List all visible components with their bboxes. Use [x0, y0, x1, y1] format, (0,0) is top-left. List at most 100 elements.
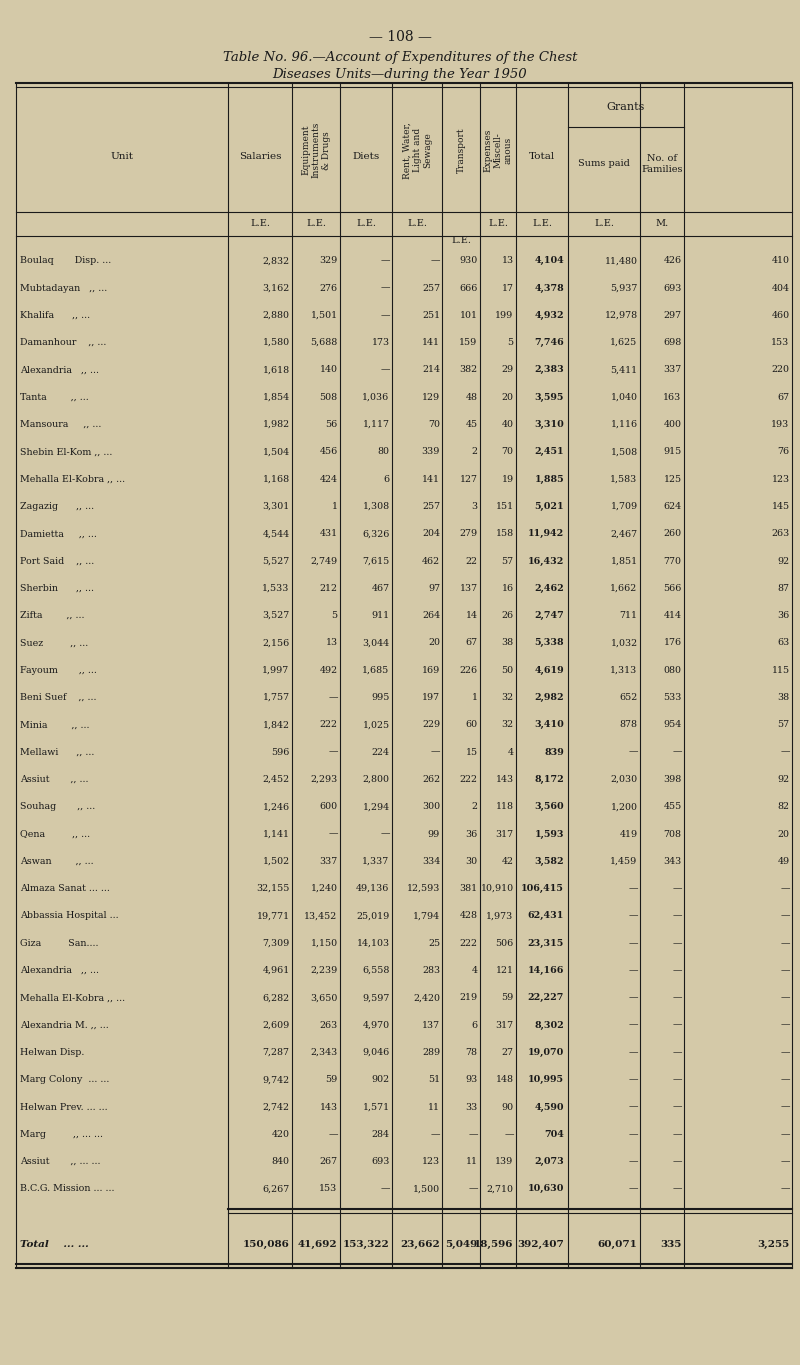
Text: 770: 770	[664, 557, 682, 565]
Text: —: —	[628, 1158, 638, 1166]
Text: 226: 226	[459, 666, 478, 674]
Text: 1,593: 1,593	[534, 830, 564, 838]
Text: 4,970: 4,970	[362, 1021, 390, 1029]
Text: —: —	[672, 994, 682, 1002]
Text: Assiut       ,, ... ...: Assiut ,, ... ...	[20, 1158, 101, 1166]
Text: Alexandria M. ,, ...: Alexandria M. ,, ...	[20, 1021, 109, 1029]
Text: —: —	[672, 885, 682, 893]
Text: 4,961: 4,961	[262, 966, 290, 975]
Text: Giza         San....: Giza San....	[20, 939, 98, 947]
Text: 1,500: 1,500	[413, 1185, 440, 1193]
Text: 40: 40	[502, 420, 514, 429]
Text: 1,662: 1,662	[610, 584, 638, 592]
Text: —: —	[672, 1076, 682, 1084]
Text: 693: 693	[371, 1158, 390, 1166]
Text: 1,240: 1,240	[310, 885, 338, 893]
Text: 2: 2	[472, 803, 478, 811]
Text: 264: 264	[422, 612, 440, 620]
Text: 229: 229	[422, 721, 440, 729]
Text: L.E.: L.E.	[488, 220, 508, 228]
Text: 11: 11	[428, 1103, 440, 1111]
Text: 462: 462	[422, 557, 440, 565]
Text: 2,467: 2,467	[610, 530, 638, 538]
Text: 2,030: 2,030	[610, 775, 638, 784]
Text: Rent, Water,
Light and
Sewage: Rent, Water, Light and Sewage	[402, 121, 432, 179]
Text: —: —	[780, 966, 790, 975]
Text: 398: 398	[663, 775, 682, 784]
Text: 78: 78	[466, 1048, 478, 1057]
Text: 426: 426	[663, 257, 682, 265]
Text: 2,452: 2,452	[262, 775, 290, 784]
Text: 22,227: 22,227	[528, 994, 564, 1002]
Text: 25: 25	[428, 939, 440, 947]
Text: 1,504: 1,504	[262, 448, 290, 456]
Text: 600: 600	[319, 803, 338, 811]
Text: —: —	[380, 284, 390, 292]
Text: 222: 222	[319, 721, 338, 729]
Text: —: —	[628, 1103, 638, 1111]
Text: 1,117: 1,117	[362, 420, 390, 429]
Text: 9,597: 9,597	[362, 994, 390, 1002]
Text: 16: 16	[502, 584, 514, 592]
Text: —: —	[780, 939, 790, 947]
Text: Zifta        ,, ...: Zifta ,, ...	[20, 612, 85, 620]
Text: —: —	[468, 1185, 478, 1193]
Text: —: —	[780, 1076, 790, 1084]
Text: —: —	[628, 1130, 638, 1138]
Text: —: —	[328, 693, 338, 702]
Text: 220: 220	[771, 366, 790, 374]
Text: Mellawi      ,, ...: Mellawi ,, ...	[20, 748, 94, 756]
Text: No. of
Families: No. of Families	[642, 154, 682, 173]
Text: Alexandria   ,, ...: Alexandria ,, ...	[20, 366, 99, 374]
Text: 1,794: 1,794	[413, 912, 440, 920]
Text: Total: Total	[529, 153, 555, 161]
Text: Damanhour    ,, ...: Damanhour ,, ...	[20, 339, 106, 347]
Text: 57: 57	[502, 557, 514, 565]
Text: 139: 139	[495, 1158, 514, 1166]
Text: 392,407: 392,407	[518, 1241, 564, 1249]
Text: 11,942: 11,942	[528, 530, 564, 538]
Text: 29: 29	[502, 366, 514, 374]
Text: 42: 42	[502, 857, 514, 865]
Text: 137: 137	[459, 584, 478, 592]
Text: 467: 467	[371, 584, 390, 592]
Text: Expenses
Miscell-
anous: Expenses Miscell- anous	[483, 128, 513, 172]
Text: —: —	[780, 1103, 790, 1111]
Text: 9,046: 9,046	[362, 1048, 390, 1057]
Text: 337: 337	[319, 857, 338, 865]
Text: 276: 276	[319, 284, 338, 292]
Text: 382: 382	[459, 366, 478, 374]
Text: 1,685: 1,685	[362, 666, 390, 674]
Text: 214: 214	[422, 366, 440, 374]
Text: 2,293: 2,293	[310, 775, 338, 784]
Text: 158: 158	[495, 530, 514, 538]
Text: 698: 698	[663, 339, 682, 347]
Text: 148: 148	[496, 1076, 514, 1084]
Text: 60,071: 60,071	[598, 1241, 638, 1249]
Text: 267: 267	[319, 1158, 338, 1166]
Text: 263: 263	[319, 1021, 338, 1029]
Text: —: —	[672, 1185, 682, 1193]
Text: 125: 125	[663, 475, 682, 483]
Text: 2,462: 2,462	[534, 584, 564, 592]
Text: 2,747: 2,747	[534, 612, 564, 620]
Text: 222: 222	[459, 775, 478, 784]
Text: —: —	[430, 748, 440, 756]
Text: 2,239: 2,239	[310, 966, 338, 975]
Text: 1,885: 1,885	[534, 475, 564, 483]
Text: 1,851: 1,851	[610, 557, 638, 565]
Text: 533: 533	[663, 693, 682, 702]
Text: 410: 410	[771, 257, 790, 265]
Text: Helwan Disp.: Helwan Disp.	[20, 1048, 84, 1057]
Text: 5,937: 5,937	[610, 284, 638, 292]
Text: 127: 127	[459, 475, 478, 483]
Text: 279: 279	[459, 530, 478, 538]
Text: Shebin El-Kom ,, ...: Shebin El-Kom ,, ...	[20, 448, 112, 456]
Text: —: —	[380, 830, 390, 838]
Text: 2,383: 2,383	[534, 366, 564, 374]
Text: 3,595: 3,595	[534, 393, 564, 401]
Text: 1,308: 1,308	[362, 502, 390, 511]
Text: 2,156: 2,156	[262, 639, 290, 647]
Text: 14,103: 14,103	[357, 939, 390, 947]
Text: —: —	[628, 1021, 638, 1029]
